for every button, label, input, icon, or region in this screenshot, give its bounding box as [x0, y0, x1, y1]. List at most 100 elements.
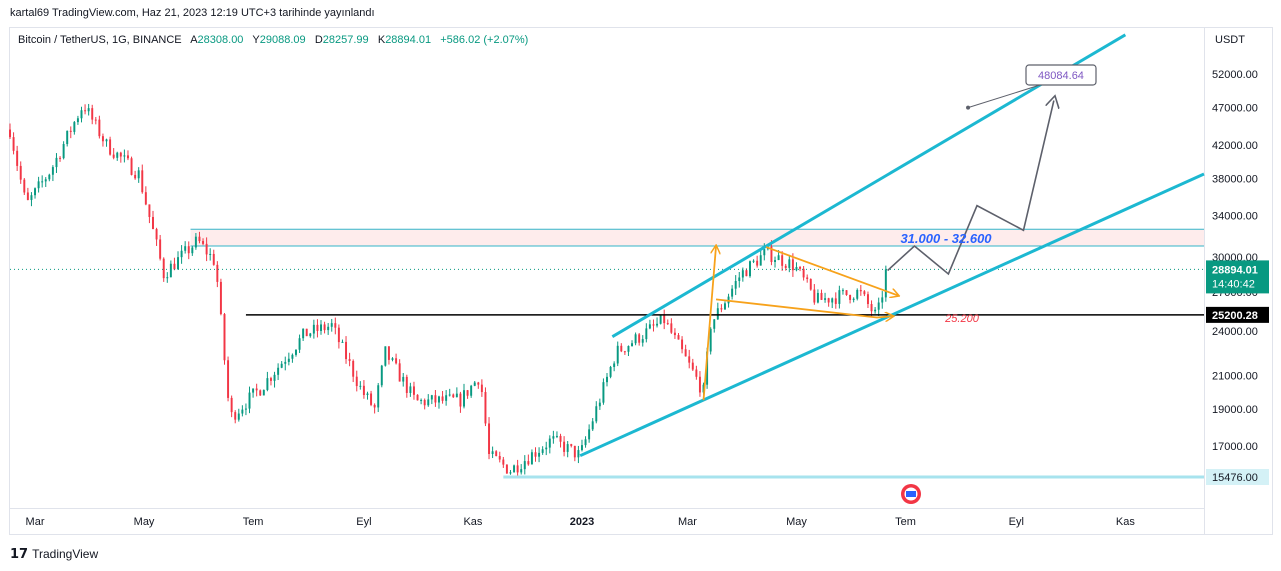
candle: [505, 464, 508, 474]
footer-brand[interactable]: 𝟭𝟳 TradingView: [10, 546, 98, 562]
candle: [591, 418, 594, 431]
candle: [616, 341, 619, 367]
candle-body: [874, 309, 877, 312]
candle: [373, 403, 376, 414]
candle-body: [673, 332, 676, 336]
time-tick-label: Eyl: [356, 516, 371, 528]
candle-body: [30, 195, 33, 200]
candle-body: [813, 289, 816, 303]
candle: [863, 290, 866, 297]
candle-body: [337, 327, 340, 343]
candle-body: [395, 358, 398, 364]
candle: [395, 353, 398, 365]
candle: [548, 435, 551, 454]
candle-body: [384, 346, 387, 366]
time-tick-label: Tem: [895, 516, 916, 528]
candle-body: [859, 289, 862, 292]
candle: [155, 227, 158, 246]
candle-body: [55, 157, 58, 168]
candle-body: [884, 269, 887, 298]
target-callout-box[interactable]: [1025, 64, 1097, 86]
candle-body: [466, 390, 469, 396]
candle-body: [791, 259, 794, 271]
candle-body: [341, 341, 344, 343]
candle: [659, 315, 662, 325]
candle-body: [656, 323, 659, 326]
candle-body: [441, 396, 444, 401]
candle-body: [187, 246, 190, 254]
candle-body: [9, 129, 11, 138]
candle: [216, 261, 219, 288]
candle: [663, 309, 666, 330]
triangle-lower-line[interactable]: [715, 298, 893, 317]
candle: [409, 382, 412, 397]
candle-body: [809, 279, 812, 290]
candle-body: [495, 451, 498, 457]
candle: [881, 291, 884, 309]
candle: [166, 272, 169, 283]
price-axis[interactable]: [1205, 27, 1273, 535]
candle-body: [141, 170, 144, 193]
candle: [774, 256, 777, 268]
candle: [187, 241, 190, 260]
candle: [144, 186, 147, 206]
candle-body: [334, 323, 337, 328]
chart-pane[interactable]: [9, 27, 1205, 535]
time-tick-label: Kas: [1116, 516, 1135, 528]
candle: [212, 249, 215, 266]
candle: [398, 359, 401, 382]
symbol-legend[interactable]: Bitcoin / TetherUS, 1G, BINANCE A28308.0…: [18, 34, 528, 46]
candle-body: [691, 362, 694, 370]
candle-body: [784, 265, 787, 268]
candle-body: [277, 367, 280, 375]
candle-body: [112, 154, 115, 158]
candle-body: [184, 246, 187, 251]
candle-body: [159, 239, 162, 259]
price-tick-label: 38000.00: [1212, 173, 1258, 185]
candle-body: [641, 339, 644, 343]
candle: [538, 447, 541, 463]
projection-path[interactable]: [887, 101, 1054, 276]
candle-body: [427, 399, 430, 406]
candle-body: [366, 393, 369, 396]
candle-body: [312, 324, 315, 334]
candle: [670, 318, 673, 334]
candle: [316, 319, 319, 338]
candle-body: [806, 277, 809, 280]
candle: [427, 394, 430, 407]
candle: [688, 349, 691, 369]
triangle-upper-line[interactable]: [765, 246, 898, 296]
candle: [813, 284, 816, 305]
candle: [9, 123, 11, 140]
us-flag-event-icon[interactable]: [901, 484, 921, 504]
resistance-zone[interactable]: [190, 229, 1205, 246]
candle: [234, 410, 237, 424]
candle-body: [845, 290, 848, 295]
candle: [555, 431, 558, 439]
low-price-badge[interactable]: [1206, 469, 1269, 485]
candle-body: [731, 288, 734, 297]
candle: [126, 150, 129, 161]
support-price-label: 25200.28: [1212, 310, 1258, 322]
flag-pole-arrow[interactable]: [702, 246, 717, 401]
candle: [116, 151, 119, 161]
candle-body: [248, 392, 251, 409]
time-tick-label: Mar: [678, 516, 697, 528]
candle-body: [520, 469, 523, 473]
last-price-badge[interactable]: [1206, 260, 1269, 294]
candle: [799, 265, 802, 272]
candle: [98, 115, 101, 139]
candle: [656, 317, 659, 328]
candle-body: [291, 354, 294, 359]
candle-body: [602, 382, 605, 403]
candle: [223, 312, 226, 365]
candle: [302, 328, 305, 342]
candle: [488, 417, 491, 460]
candle-body: [73, 122, 76, 132]
candle: [498, 451, 501, 463]
support-label: 25.200: [944, 313, 980, 325]
candle-body: [309, 333, 312, 337]
candle: [380, 364, 383, 388]
support-price-badge[interactable]: [1206, 306, 1269, 323]
